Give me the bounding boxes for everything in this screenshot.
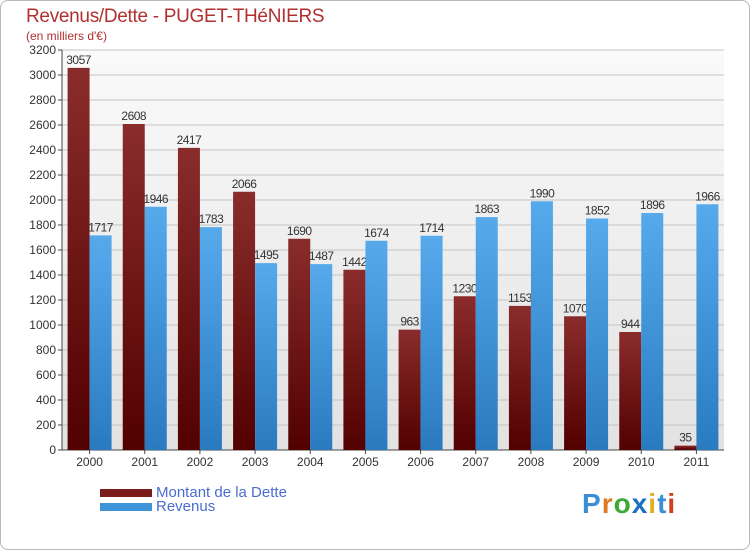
bar-dette [674, 445, 697, 450]
data-label-dette: 963 [400, 315, 419, 329]
data-label-dette: 1230 [452, 281, 478, 295]
y-tick-label: 3000 [29, 68, 56, 82]
legend-label-dette: Montant de la Dette [156, 484, 287, 501]
logo-letter: r [601, 488, 614, 519]
bar-dette [67, 67, 90, 450]
data-label-revenus: 1714 [419, 221, 445, 235]
legend-swatch-dette [100, 489, 152, 497]
proxiti-logo: Proxiti [582, 488, 676, 520]
data-label-dette: 1153 [508, 291, 533, 305]
x-tick-label: 2010 [628, 455, 655, 469]
data-label-dette: 2066 [232, 177, 258, 191]
y-tick-label: 800 [36, 343, 56, 357]
y-tick-label: 2600 [29, 118, 56, 132]
legend-swatch-revenus [100, 503, 152, 511]
logo-letter: P [582, 488, 602, 519]
data-label-dette: 2417 [177, 133, 203, 147]
y-tick-label: 600 [36, 368, 56, 382]
data-label-dette: 3057 [66, 53, 92, 67]
bar-dette [508, 305, 531, 450]
y-tick-label: 1200 [29, 293, 56, 307]
bar-revenus [475, 217, 498, 450]
bar-dette [564, 316, 587, 450]
data-label-dette: 2608 [121, 109, 147, 123]
logo-letter: x [631, 488, 649, 519]
bar-dette [177, 147, 200, 450]
data-label-dette: 1442 [342, 255, 368, 269]
bar-revenus [255, 263, 278, 450]
y-tick-label: 400 [36, 393, 56, 407]
y-tick-label: 2000 [29, 193, 56, 207]
y-tick-label: 3200 [29, 43, 56, 57]
bar-revenus [199, 227, 222, 450]
x-tick-label: 2008 [518, 455, 545, 469]
x-tick-label: 2006 [407, 455, 434, 469]
bar-revenus [365, 240, 388, 450]
y-tick-label: 1800 [29, 218, 56, 232]
bar-revenus [641, 213, 664, 450]
y-tick-label: 2400 [29, 143, 56, 157]
data-label-dette: 35 [679, 431, 692, 445]
bar-revenus [696, 204, 719, 450]
x-tick-label: 2002 [187, 455, 214, 469]
x-tick-label: 2007 [462, 455, 489, 469]
bar-revenus [420, 235, 443, 450]
data-label-dette: 1070 [563, 301, 589, 315]
bar-dette [233, 191, 256, 450]
bar-revenus [586, 218, 609, 450]
data-label-revenus: 1783 [199, 212, 225, 226]
y-tick-label: 1400 [29, 268, 56, 282]
x-tick-label: 2001 [131, 455, 158, 469]
bar-dette [619, 332, 642, 450]
bar-dette [122, 124, 145, 450]
y-tick-label: 0 [49, 443, 56, 457]
data-label-revenus: 1717 [88, 220, 114, 234]
bar-revenus [89, 235, 112, 450]
data-label-revenus: 1852 [585, 204, 611, 218]
bar-dette [288, 238, 311, 450]
x-tick-label: 2009 [573, 455, 600, 469]
x-tick-label: 2000 [76, 455, 103, 469]
data-label-revenus: 1674 [364, 226, 390, 240]
bar-revenus [530, 201, 553, 450]
bar-dette [453, 296, 476, 450]
x-tick-label: 2004 [297, 455, 324, 469]
bar-revenus [310, 264, 333, 450]
x-tick-label: 2003 [242, 455, 269, 469]
chart-subtitle: (en milliers d'€) [26, 29, 107, 43]
x-tick-label: 2011 [684, 455, 710, 469]
logo-letter: t [657, 488, 668, 519]
legend-label-revenus: Revenus [156, 498, 216, 515]
logo-letter: o [613, 488, 632, 519]
y-tick-label: 1000 [29, 318, 56, 332]
y-tick-label: 1600 [29, 243, 56, 257]
data-label-dette: 1690 [287, 224, 313, 238]
data-label-revenus: 1946 [143, 192, 169, 206]
y-tick-label: 2800 [29, 93, 56, 107]
y-tick-label: 200 [36, 418, 56, 432]
y-tick-label: 2200 [29, 168, 56, 182]
data-label-revenus: 1990 [530, 186, 556, 200]
logo-letter: i [648, 488, 658, 519]
data-label-revenus: 1495 [254, 248, 280, 262]
chart-title: Revenus/Dette - PUGET-THéNIERS [26, 6, 325, 27]
logo-letter: i [667, 488, 677, 519]
x-tick-label: 2005 [352, 455, 379, 469]
data-label-revenus: 1966 [695, 189, 721, 203]
bar-dette [343, 269, 366, 450]
bar-dette [398, 329, 421, 450]
data-label-revenus: 1896 [640, 198, 666, 212]
data-label-dette: 944 [621, 317, 640, 331]
bar-revenus [144, 206, 167, 450]
data-label-revenus: 1487 [309, 249, 335, 263]
data-label-revenus: 1863 [474, 202, 500, 216]
